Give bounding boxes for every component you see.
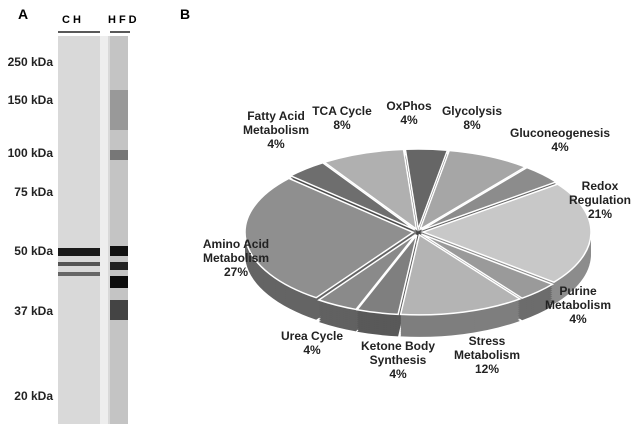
- value-label: 4%: [267, 137, 285, 151]
- slice: [404, 148, 449, 232]
- slice-label: Ketone Body Synthesis 4%: [361, 339, 435, 381]
- marker-label: 20 kDa: [14, 389, 53, 403]
- value-label: 4%: [551, 140, 569, 154]
- panel-label: A: [18, 6, 29, 22]
- gel-band: [58, 272, 100, 276]
- gel-band: [110, 150, 128, 160]
- value-label: 4%: [400, 113, 418, 127]
- slice-label: Amino Acid Metabolism 27%: [203, 237, 269, 279]
- marker-label: 150 kDa: [7, 93, 53, 107]
- marker-label: 100 kDa: [7, 146, 53, 160]
- category-label: Redox Regulation: [569, 179, 631, 207]
- value-label: 27%: [223, 265, 249, 279]
- lane-label: CH: [62, 14, 84, 26]
- category-label: Stress Metabolism: [453, 334, 521, 362]
- slice-label: Fatty Acid Metabolism 4%: [243, 109, 309, 151]
- slice-label: TCA Cycle 8%: [312, 104, 372, 132]
- slice-label: OxPhos 4%: [386, 99, 431, 127]
- gel-gap: [100, 36, 108, 424]
- marker-label: 75 kDa: [14, 185, 53, 199]
- gel-image: [58, 31, 130, 424]
- slice-label: Urea Cycle 4%: [281, 329, 343, 357]
- category-label: OxPhos: [386, 99, 432, 113]
- slice: [288, 161, 416, 231]
- gel-band: [58, 262, 100, 266]
- value-label: 8%: [333, 118, 351, 132]
- slice: [420, 183, 592, 284]
- pie-chart: [244, 148, 592, 337]
- gel-band: [110, 246, 128, 256]
- slice-label: Glycolysis 8%: [442, 104, 502, 132]
- category-label: Fatty Acid Metabolism: [242, 109, 310, 137]
- lane-label: HFD: [108, 14, 140, 26]
- category-label: Gluconeogenesis: [509, 126, 611, 140]
- category-label: TCA Cycle: [312, 104, 372, 118]
- value-label: 4%: [389, 367, 407, 381]
- gel-band: [58, 248, 100, 256]
- value-label: 12%: [474, 362, 500, 376]
- marker-label: 250 kDa: [7, 55, 53, 69]
- gel-band: [110, 262, 128, 270]
- category-label: Amino Acid Metabolism: [202, 237, 270, 265]
- gel-lane: [110, 36, 128, 424]
- gel-band: [110, 90, 128, 130]
- slice: [322, 148, 418, 231]
- slice: [317, 234, 417, 311]
- value-label: 4%: [569, 312, 587, 326]
- slice-label: Stress Metabolism 12%: [454, 334, 520, 376]
- value-label: 4%: [303, 343, 321, 357]
- category-label: Glycolysis: [441, 104, 503, 118]
- panel-label: B: [180, 6, 191, 22]
- gel-band: [110, 276, 128, 288]
- category-label: Ketone Body Synthesis: [360, 339, 436, 367]
- category-label: Urea Cycle: [280, 329, 344, 343]
- value-label: 8%: [463, 118, 481, 132]
- slice: [421, 233, 555, 300]
- gel-band: [110, 300, 128, 320]
- slice-label: Gluconeogenesis 4%: [510, 126, 610, 154]
- slice: [399, 233, 522, 316]
- slice-label: Redox Regulation 21%: [569, 179, 631, 221]
- slice: [421, 166, 558, 231]
- slice: [418, 149, 528, 231]
- marker-label: 37 kDa: [14, 304, 53, 318]
- slice: [244, 177, 415, 299]
- slice: [355, 234, 418, 316]
- slice-label: Purine Metabolism 4%: [545, 284, 611, 326]
- value-label: 21%: [587, 207, 613, 221]
- marker-label: 50 kDa: [14, 244, 53, 258]
- category-label: Purine Metabolism: [544, 284, 612, 312]
